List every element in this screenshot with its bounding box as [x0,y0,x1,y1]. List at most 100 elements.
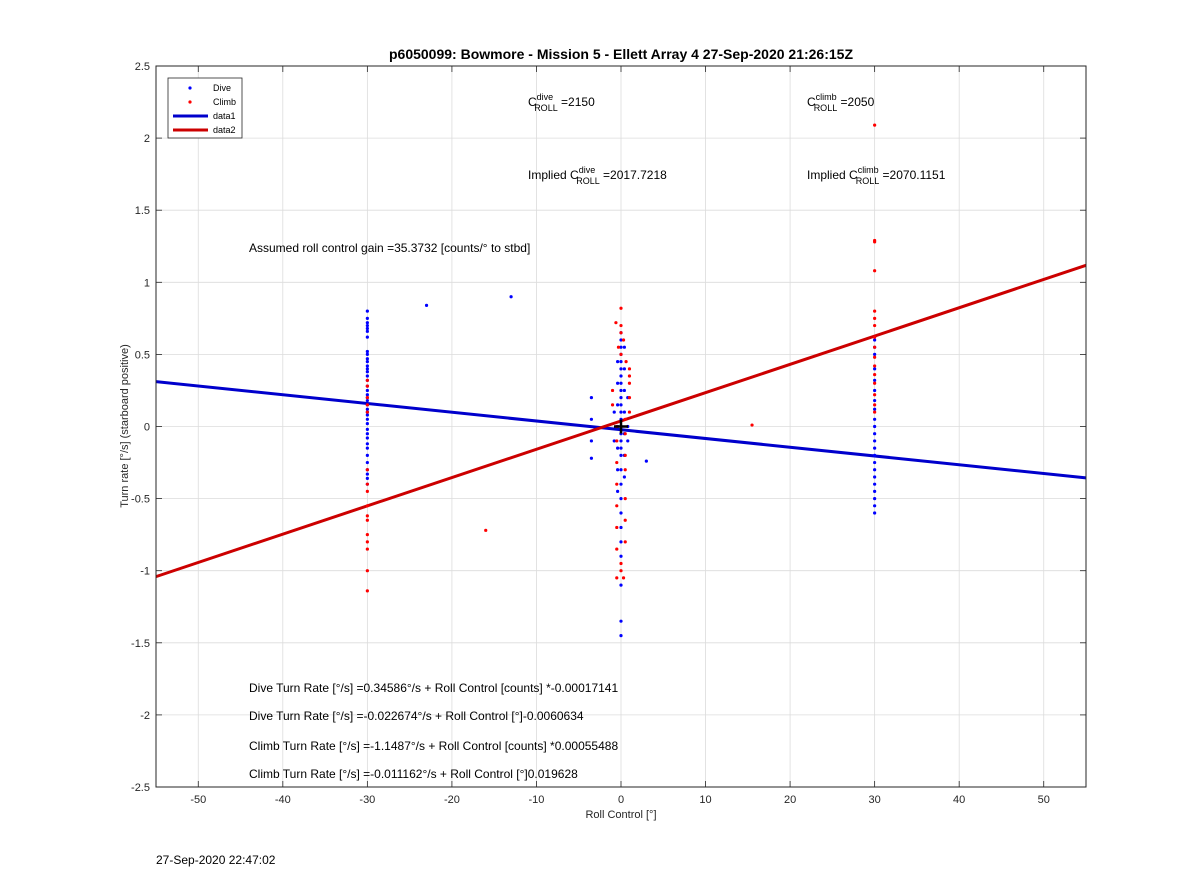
dive-point [619,525,623,530]
dive-point [619,468,623,472]
climb-point [365,410,369,414]
print-timestamp: 27-Sep-2020 22:47:02 [156,853,276,867]
x-tick-label: 30 [869,794,881,806]
dive-point [365,321,369,325]
dive-point [365,476,369,481]
dive-point [619,497,623,501]
dive-point [873,475,877,479]
y-tick-label: 1 [144,277,150,289]
climb-point [615,460,619,465]
dive-point [619,633,623,638]
c-roll-dive-annotation: Cdive ROLL =2150 [528,92,595,113]
climb-point [627,396,632,400]
climb-point [750,423,754,427]
y-tick-label: -1 [140,566,150,578]
climb-point [623,518,627,522]
climb-point [619,323,623,328]
dive-point [365,374,369,378]
x-tick-label: 0 [618,794,624,806]
dive-point [616,381,620,385]
dive-point [622,367,626,371]
climb-point [873,372,877,377]
x-tick-label: -40 [275,794,291,806]
dive-point [365,472,369,476]
legend: Dive Climb data1 data2 [167,77,243,139]
y-tick-label: -1.5 [131,638,150,650]
data-points [365,123,877,638]
dive-point [365,316,369,320]
dive-point [622,345,626,349]
dive-point [619,374,623,378]
x-tick-label: 20 [784,794,796,806]
dive-point [873,378,877,382]
origin-crosshair [614,419,628,434]
dive-point [619,619,623,623]
dive-point [873,482,877,486]
dive-point [619,381,623,385]
dive-point [365,422,369,426]
dive-point [612,439,616,443]
climb-point [627,410,632,414]
dive-point [873,352,877,356]
climb-point [619,352,623,356]
y-tick-label: -2 [140,710,150,722]
climb-point [627,374,632,378]
climb-point [365,504,369,508]
climb-point [873,323,877,328]
climb-point [365,378,369,382]
climb-point [873,269,877,273]
dive-point [365,360,369,364]
climb-point [873,381,877,385]
climb-point [365,403,369,407]
dive-point [873,417,877,421]
climb-point [365,569,369,573]
dive-point [873,407,877,411]
dive-point [619,583,623,587]
x-tick-label: -20 [444,794,460,806]
dive-point [619,360,623,364]
dive-point [873,468,877,472]
dive-point [619,338,623,342]
climb-point [365,589,369,593]
climb-point [873,335,877,339]
legend-box [167,77,243,139]
dive-point [365,309,369,313]
dive-point [589,417,594,421]
climb-point [615,482,619,486]
dive-point [365,326,369,331]
dive-point [873,439,877,443]
dive-point [365,388,369,393]
dive-point [365,335,369,339]
dive-point [619,554,623,558]
y-tick-label: -0.5 [131,494,150,506]
climb-point [365,489,369,493]
x-tick-label: 50 [1038,794,1050,806]
dive-point [619,396,623,400]
equation-dive-counts: Dive Turn Rate [°/s] =0.34586°/s + Roll … [249,681,618,695]
dive-point [365,413,369,417]
dive-point [619,345,623,349]
dive-point [589,456,594,460]
climb-point [610,403,615,407]
dive-point [873,489,877,493]
dive-point [619,410,623,414]
dive-point [619,453,623,457]
climb-point [365,468,369,472]
climb-point [623,453,627,457]
climb-point [623,417,627,421]
implied-dive-annotation: Implied Cdive ROLL =2017.7218 [528,165,667,186]
dive-point [873,398,877,403]
dive-point [365,446,369,450]
y-tick-label: 1.5 [135,205,150,217]
dive-point [873,446,877,450]
legend-dive-marker [188,86,192,90]
equation-climb-counts: Climb Turn Rate [°/s] =-1.1487°/s + Roll… [249,739,618,753]
climb-point [623,432,627,436]
dive-point [616,489,620,493]
dive-point [365,436,369,440]
climb-point [873,123,877,127]
dive-point [873,453,877,457]
dive-point [589,396,594,400]
dive-point [626,439,630,443]
dive-point [365,453,369,457]
